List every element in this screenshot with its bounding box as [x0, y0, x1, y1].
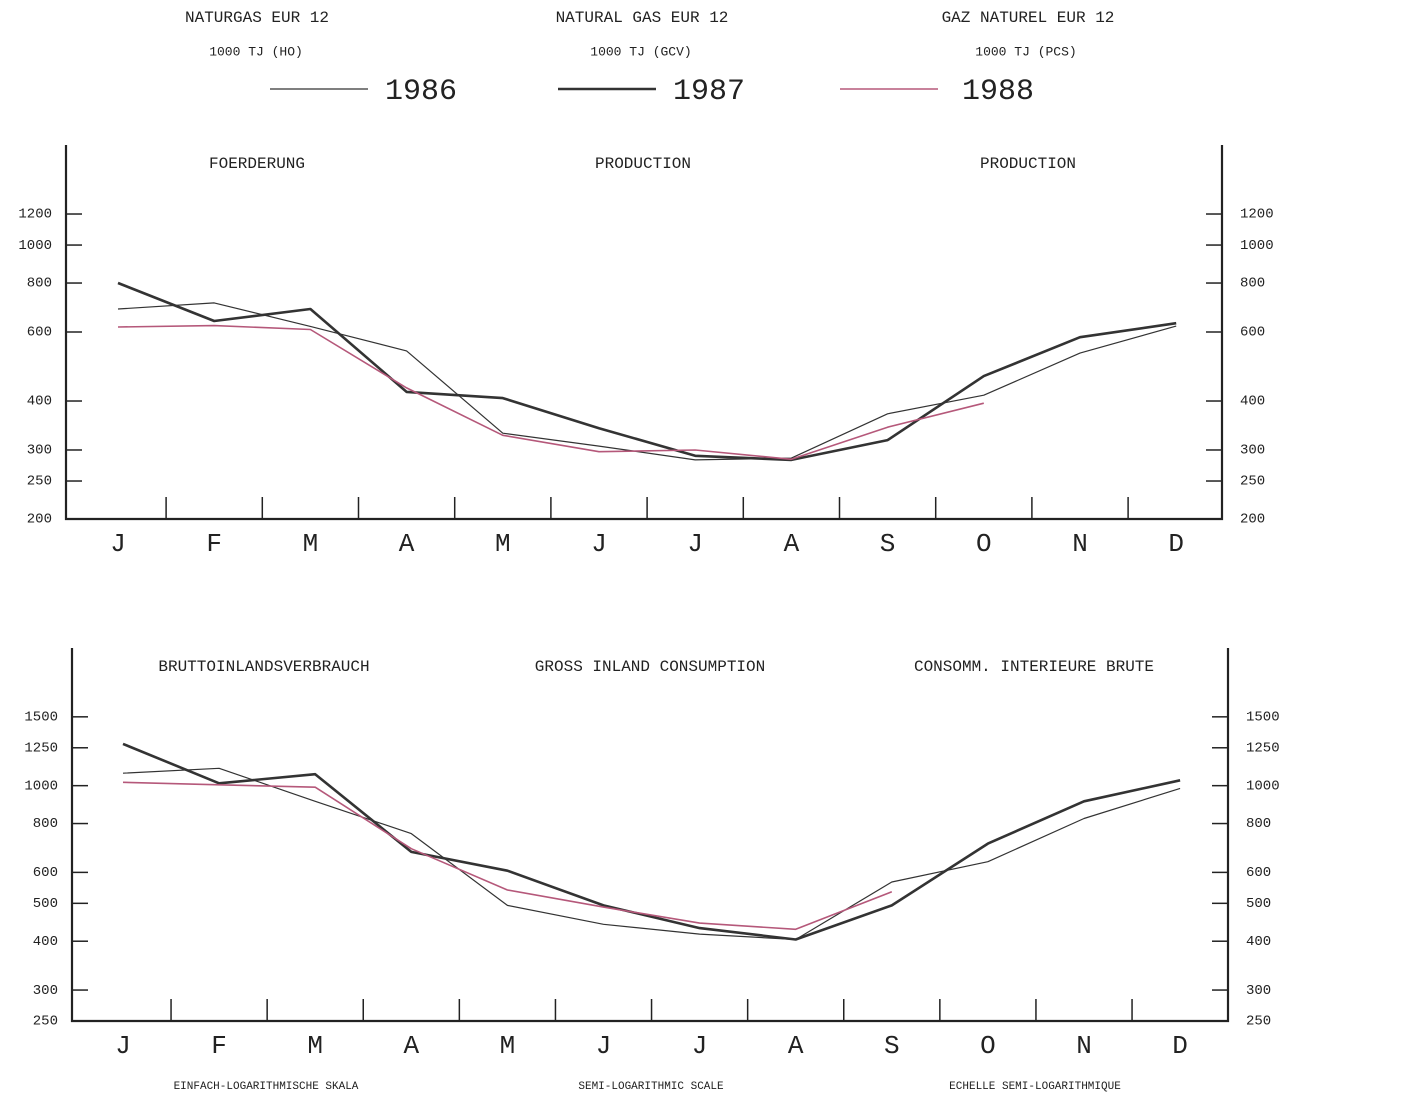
- y-tick-label: 600: [1240, 325, 1265, 341]
- y-tick-label: 300: [1240, 443, 1265, 459]
- y-tick-label: 1500: [24, 710, 58, 726]
- footer-note: EINFACH-LOGARITHMISCHE SKALA: [174, 1081, 359, 1093]
- header-title: NATURAL GAS EUR 12: [556, 9, 729, 27]
- axis: [70, 648, 1230, 1023]
- x-tick-label: F: [211, 1031, 227, 1061]
- axis: [64, 145, 1224, 521]
- y-tick-label: 1000: [18, 238, 52, 254]
- y-tick-label: 1250: [1246, 740, 1280, 756]
- x-tick-label: O: [980, 1031, 996, 1061]
- y-tick-label: 400: [1246, 934, 1271, 950]
- y-tick-label: 250: [27, 474, 52, 490]
- x-tick-label: M: [307, 1031, 323, 1061]
- x-tick-label: M: [303, 529, 319, 559]
- y-tick-label: 1200: [18, 207, 52, 223]
- y-tick-label: 1250: [24, 740, 58, 756]
- x-tick-label: J: [596, 1031, 612, 1061]
- y-tick-label: 300: [1246, 983, 1271, 999]
- x-tick-label: A: [788, 1031, 804, 1061]
- x-tick-label: J: [110, 529, 126, 559]
- panel-title: BRUTTOINLANDSVERBRAUCH: [158, 658, 369, 676]
- footer-note: SEMI-LOGARITHMIC SCALE: [578, 1081, 724, 1093]
- x-tick-label: M: [500, 1031, 516, 1061]
- x-tick-label: N: [1076, 1031, 1092, 1061]
- panel-title: GROSS INLAND CONSUMPTION: [535, 658, 765, 676]
- legend-label: 1987: [673, 75, 745, 109]
- series-line: [117, 281, 1177, 462]
- x-tick-label: D: [1172, 1031, 1188, 1061]
- header-title: GAZ NATUREL EUR 12: [942, 9, 1115, 27]
- y-tick-label: 1000: [1240, 238, 1274, 254]
- y-tick-label: 1000: [24, 778, 58, 794]
- header-unit: 1000 TJ (HO): [209, 44, 303, 59]
- series-line: [117, 302, 1177, 461]
- legend-label: 1988: [962, 75, 1034, 109]
- y-tick-label: 1200: [1240, 207, 1274, 223]
- panel-title: FOERDERUNG: [209, 155, 305, 173]
- y-tick-label: 500: [33, 896, 58, 912]
- y-tick-label: 250: [1240, 474, 1265, 490]
- x-tick-label: O: [976, 529, 992, 559]
- header-unit: 1000 TJ (PCS): [975, 44, 1076, 59]
- y-tick-label: 250: [1246, 1014, 1271, 1030]
- x-tick-label: S: [880, 529, 896, 559]
- series-line: [117, 324, 984, 461]
- y-tick-label: 800: [27, 276, 52, 292]
- y-tick-label: 500: [1246, 896, 1271, 912]
- panel-title: PRODUCTION: [595, 155, 691, 173]
- x-tick-label: J: [692, 1031, 708, 1061]
- y-tick-label: 200: [27, 512, 52, 528]
- x-tick-label: S: [884, 1031, 900, 1061]
- x-tick-label: J: [687, 529, 703, 559]
- y-tick-label: 400: [1240, 394, 1265, 410]
- legend-label: 1986: [385, 75, 457, 109]
- y-tick-label: 1500: [1246, 710, 1280, 726]
- y-tick-label: 300: [27, 443, 52, 459]
- y-tick-label: 400: [27, 394, 52, 410]
- y-tick-label: 800: [1240, 276, 1265, 292]
- y-tick-label: 1000: [1246, 778, 1280, 794]
- y-tick-label: 300: [33, 983, 58, 999]
- x-tick-label: J: [115, 1031, 131, 1061]
- header-title: NATURGAS EUR 12: [185, 9, 329, 27]
- y-tick-label: 200: [1240, 512, 1265, 528]
- series-line: 1986: [122, 767, 1181, 941]
- y-tick-label: 600: [33, 865, 58, 881]
- y-tick-label: 250: [33, 1014, 58, 1030]
- series-line: 1988: [122, 781, 893, 931]
- x-tick-label: J: [591, 529, 607, 559]
- x-tick-label: A: [399, 529, 415, 559]
- x-tick-label: A: [403, 1031, 419, 1061]
- panel-title: CONSOMM. INTERIEURE BRUTE: [914, 658, 1154, 676]
- series-line: 1987: [122, 742, 1181, 941]
- x-tick-label: D: [1168, 529, 1184, 559]
- header-unit: 1000 TJ (GCV): [590, 44, 691, 59]
- y-tick-label: 600: [1246, 865, 1271, 881]
- y-tick-label: 400: [33, 934, 58, 950]
- x-tick-label: N: [1072, 529, 1088, 559]
- x-tick-label: A: [784, 529, 800, 559]
- y-tick-label: 800: [33, 816, 58, 832]
- y-tick-label: 600: [27, 325, 52, 341]
- x-tick-label: M: [495, 529, 511, 559]
- y-tick-label: 800: [1246, 816, 1271, 832]
- x-tick-label: F: [206, 529, 222, 559]
- panel-title: PRODUCTION: [980, 155, 1076, 173]
- footer-note: ECHELLE SEMI-LOGARITHMIQUE: [949, 1081, 1121, 1093]
